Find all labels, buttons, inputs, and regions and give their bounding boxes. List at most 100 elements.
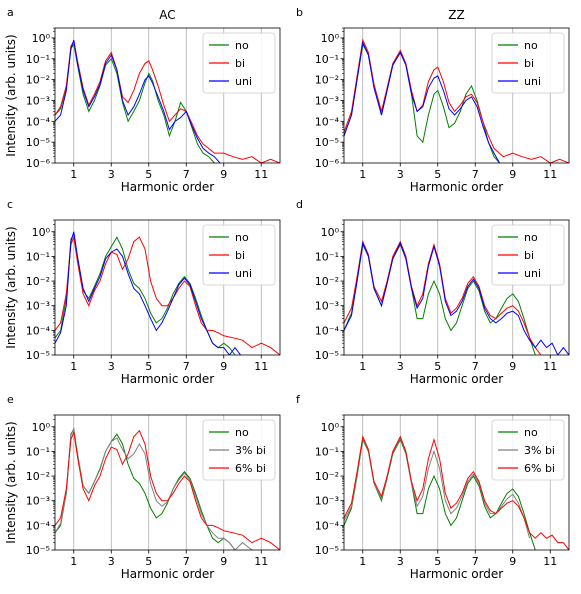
legend: no bi uni xyxy=(491,224,565,286)
x-tick-label: 11 xyxy=(254,168,268,181)
y-tick-label: 10⁻³ xyxy=(26,495,50,508)
panel-title: ZZ xyxy=(448,8,464,22)
y-tick-label: 10⁰ xyxy=(321,421,340,434)
legend: no bi uni xyxy=(202,224,276,286)
series-line-bi xyxy=(344,38,569,163)
x-tick-label: 7 xyxy=(183,168,190,181)
x-axis-label: Harmonic order xyxy=(121,180,215,194)
y-tick-label: 10⁰ xyxy=(321,226,340,239)
x-tick-label: 11 xyxy=(543,168,557,181)
y-tick-label: 10⁰ xyxy=(321,32,340,45)
legend-label: no xyxy=(524,39,538,52)
x-tick-label: 9 xyxy=(220,360,227,373)
y-tick-label: 10⁻⁶ xyxy=(26,157,51,170)
series-line-uni xyxy=(344,40,501,163)
series-line-bi xyxy=(55,235,280,355)
panel-letter: c xyxy=(7,198,13,211)
y-tick-label: 10⁻⁴ xyxy=(315,519,340,532)
x-tick-label: 3 xyxy=(397,555,404,568)
x-axis-label: Harmonic order xyxy=(121,567,215,581)
y-tick-label: 10⁰ xyxy=(32,421,51,434)
x-tick-label: 5 xyxy=(434,168,441,181)
legend-label: uni xyxy=(235,75,252,88)
y-tick-label: 10⁻² xyxy=(315,74,339,87)
panel-c: 1 3 5 7 9 11 10⁻⁵ 10⁻⁴ 10⁻³ 10⁻² 10⁻¹ 10⁰ Harmonic o… xyxy=(4,198,281,386)
x-tick-label: 3 xyxy=(108,555,115,568)
x-tick-label: 3 xyxy=(108,360,115,373)
legend-label: bi xyxy=(524,249,534,262)
legend: no bi uni xyxy=(491,32,565,94)
y-tick-label: 10⁻² xyxy=(315,470,339,483)
y-tick-label: 10⁻⁵ xyxy=(26,544,50,557)
legend-label: 6% bi xyxy=(235,462,266,475)
x-axis-label: Harmonic order xyxy=(410,567,504,581)
plot-frame xyxy=(54,414,281,551)
x-tick-label: 3 xyxy=(108,168,115,181)
y-tick-label: 10⁻² xyxy=(26,470,50,483)
x-tick-label: 5 xyxy=(145,555,152,568)
plot-frame xyxy=(54,219,281,356)
y-tick-label: 10⁻⁴ xyxy=(26,115,51,128)
y-tick-label: 10⁰ xyxy=(32,32,51,45)
series-line-3-bi xyxy=(55,427,253,550)
y-tick-label: 10⁻¹ xyxy=(26,250,50,263)
legend-label: no xyxy=(235,231,249,244)
x-tick-label: 5 xyxy=(145,168,152,181)
y-tick-label: 10⁻³ xyxy=(315,300,339,313)
legend-label: uni xyxy=(524,267,541,280)
legend-box xyxy=(491,32,565,94)
x-tick-label: 11 xyxy=(543,555,557,568)
legend-label: uni xyxy=(235,267,252,280)
panel-letter: e xyxy=(7,393,14,406)
legend-label: bi xyxy=(235,57,245,70)
y-tick-label: 10⁻⁴ xyxy=(315,115,340,128)
series-line-6-bi xyxy=(55,429,280,550)
y-tick-label: 10⁰ xyxy=(32,226,51,239)
y-tick-label: 10⁻³ xyxy=(315,495,339,508)
plot-frame xyxy=(343,219,570,356)
y-tick-label: 10⁻¹ xyxy=(26,53,50,66)
x-tick-label: 1 xyxy=(359,555,366,568)
legend-label: 6% bi xyxy=(524,462,555,475)
y-tick-label: 10⁻² xyxy=(26,74,50,87)
x-tick-label: 5 xyxy=(145,360,152,373)
x-tick-label: 1 xyxy=(359,360,366,373)
legend-box xyxy=(202,32,276,94)
y-axis-label: Intensity (arb. units) xyxy=(4,421,18,543)
legend-box xyxy=(202,419,276,481)
legend-label: no xyxy=(524,231,538,244)
panel-d: 1 3 5 7 9 11 10⁻⁵ 10⁻⁴ 10⁻³ 10⁻² 10⁻¹ 10⁰ Harmonic o… xyxy=(296,198,570,386)
panel-letter: b xyxy=(296,6,303,19)
x-tick-label: 9 xyxy=(509,360,516,373)
x-axis-label: Harmonic order xyxy=(410,180,504,194)
panel-a: 1 3 5 7 9 11 10⁻⁶ 10⁻⁵ 10⁻⁴ 10⁻³ 10⁻² 10⁻¹ 10⁰ Harmon… xyxy=(4,6,281,194)
x-tick-label: 1 xyxy=(70,360,77,373)
x-tick-label: 7 xyxy=(183,555,190,568)
x-tick-label: 9 xyxy=(509,555,516,568)
y-tick-label: 10⁻⁵ xyxy=(315,136,339,149)
y-tick-label: 10⁻⁴ xyxy=(26,324,51,337)
series-line-6-bi xyxy=(344,434,569,550)
y-tick-label: 10⁻⁵ xyxy=(26,136,50,149)
x-tick-label: 3 xyxy=(397,168,404,181)
y-tick-label: 10⁻¹ xyxy=(315,250,339,263)
y-tick-label: 10⁻³ xyxy=(26,94,50,107)
plot-frame xyxy=(343,414,570,551)
series-line-no xyxy=(344,42,500,163)
y-axis-label: Intensity (arb. units) xyxy=(4,226,18,348)
legend: no bi uni xyxy=(202,32,276,94)
x-tick-label: 3 xyxy=(397,360,404,373)
legend-label: no xyxy=(235,39,249,52)
legend-label: uni xyxy=(524,75,541,88)
x-tick-label: 7 xyxy=(183,360,190,373)
series-line-uni xyxy=(55,39,221,163)
legend-label: 3% bi xyxy=(235,444,266,457)
legend: no 3% bi 6% bi xyxy=(202,419,276,481)
panel-letter: a xyxy=(7,6,14,19)
legend-label: no xyxy=(235,426,249,439)
y-tick-label: 10⁻⁵ xyxy=(315,544,339,557)
y-tick-label: 10⁻⁵ xyxy=(26,349,50,362)
y-tick-label: 10⁻¹ xyxy=(26,445,50,458)
y-tick-label: 10⁻³ xyxy=(315,94,339,107)
